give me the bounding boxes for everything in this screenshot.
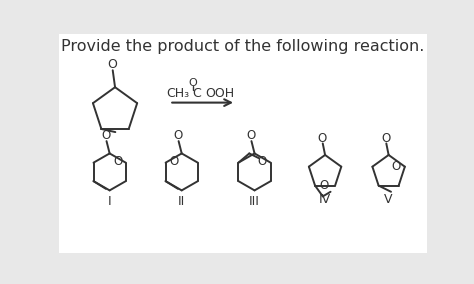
Text: O: O: [318, 131, 327, 145]
Text: O: O: [188, 78, 197, 88]
Text: O: O: [107, 58, 117, 71]
Text: Provide the product of the following reaction.: Provide the product of the following rea…: [61, 39, 425, 54]
FancyBboxPatch shape: [57, 32, 429, 255]
Text: III: III: [249, 195, 260, 208]
Text: O: O: [170, 154, 179, 168]
Text: O: O: [381, 131, 390, 145]
Text: O: O: [101, 129, 110, 142]
Text: OOH: OOH: [205, 87, 234, 100]
Text: O: O: [173, 129, 182, 142]
Text: II: II: [178, 195, 185, 208]
Text: CH₃: CH₃: [166, 87, 190, 100]
Text: O: O: [257, 154, 267, 168]
Text: O: O: [392, 160, 401, 173]
Text: IV: IV: [319, 193, 331, 206]
Text: C: C: [192, 87, 201, 100]
Text: I: I: [108, 195, 111, 208]
Text: O: O: [246, 129, 255, 142]
Text: O: O: [113, 154, 123, 168]
Text: O: O: [319, 179, 328, 192]
Text: V: V: [384, 193, 393, 206]
